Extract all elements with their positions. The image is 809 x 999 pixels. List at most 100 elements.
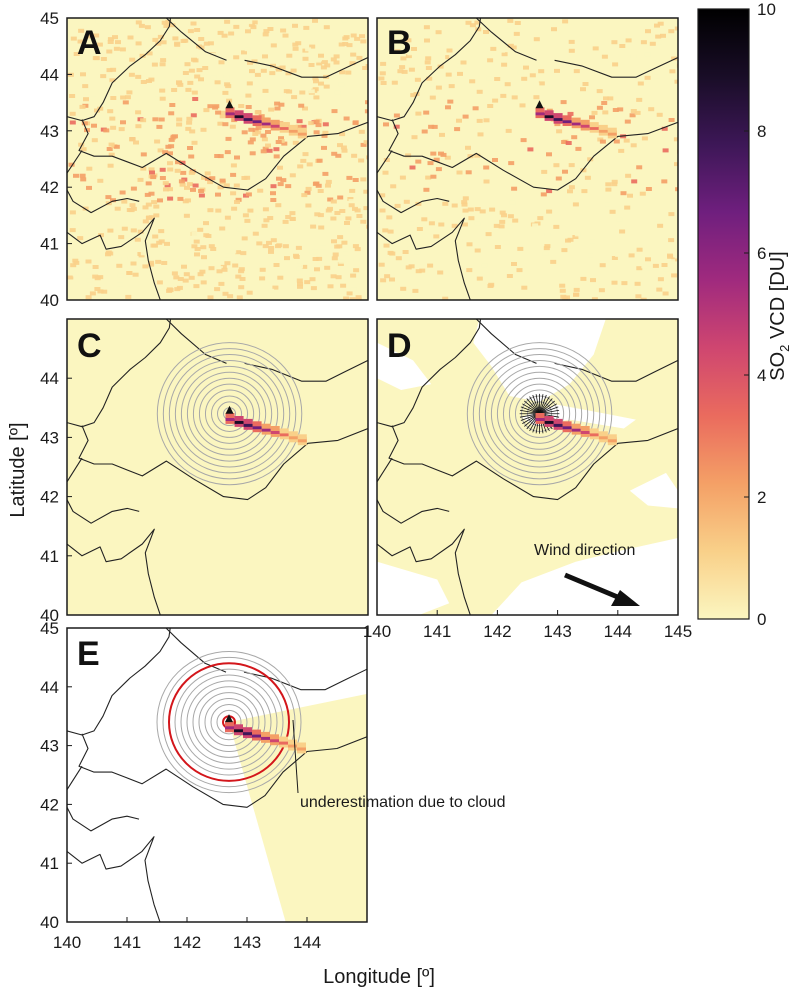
noise-pixel <box>198 37 205 41</box>
noise-pixel <box>567 111 574 116</box>
y-tick-label: 40 <box>40 913 59 932</box>
noise-pixel <box>675 187 678 192</box>
noise-pixel <box>217 185 224 190</box>
noise-pixel <box>395 256 402 261</box>
noise-pixel <box>266 240 272 245</box>
noise-pixel <box>533 82 540 87</box>
noise-pixel <box>275 203 282 208</box>
ring <box>484 359 595 468</box>
noise-pixel <box>262 88 269 93</box>
noise-pixel <box>657 223 664 228</box>
noise-pixel <box>625 173 632 178</box>
noise-pixel <box>235 250 241 255</box>
coastline <box>554 57 678 78</box>
plume-pixel <box>598 434 608 440</box>
noise-pixel <box>203 108 210 113</box>
noise-pixel <box>279 65 286 70</box>
plume-pixel <box>234 110 244 116</box>
noise-pixel <box>465 145 471 150</box>
plume-pixel <box>261 429 271 435</box>
noise-pixel <box>184 185 190 190</box>
plume-pixel <box>270 426 280 431</box>
noise-pixel <box>378 262 385 267</box>
coastline <box>377 150 393 174</box>
noise-pixel <box>159 96 166 101</box>
noise-pixel <box>167 151 173 156</box>
noise-pixel <box>611 256 618 260</box>
noise-pixel <box>321 133 328 138</box>
coastline <box>78 733 367 808</box>
noise-pixel <box>309 277 316 282</box>
plume-pixel <box>243 733 252 739</box>
noise-pixel <box>234 200 240 204</box>
coastline <box>67 807 140 832</box>
noise-pixel <box>255 130 262 135</box>
coastline <box>165 628 227 673</box>
noise-pixel <box>368 236 374 240</box>
noise-pixel <box>582 82 589 86</box>
wind-direction-arrow <box>564 572 640 606</box>
noise-pixel <box>338 82 345 87</box>
y-ticks-c: 40 41 42 43 44 <box>40 369 72 625</box>
noise-pixel <box>460 60 467 65</box>
noise-pixel <box>230 172 237 177</box>
noise-pixel <box>360 219 367 224</box>
noise-pixel <box>169 103 176 107</box>
plume-pixel <box>288 739 297 745</box>
noise-pixel <box>353 268 360 273</box>
noise-pixel <box>148 260 154 265</box>
plume-pixel <box>607 130 617 136</box>
noise-pixel <box>324 63 331 68</box>
noise-pixel <box>112 35 118 40</box>
noise-pixel <box>339 70 346 75</box>
noise-pixel <box>325 183 331 188</box>
noise-pixel <box>380 81 387 85</box>
panel-c: C <box>66 318 369 616</box>
noise-pixel <box>341 240 348 245</box>
noise-pixel <box>89 291 96 296</box>
noise-pixel <box>193 284 200 289</box>
noise-pixel <box>463 297 469 300</box>
plume-pixel <box>270 429 280 434</box>
y-tick-label: 43 <box>40 122 59 141</box>
noise-pixel <box>196 219 203 224</box>
noise-pixel <box>649 41 656 46</box>
noise-pixel <box>194 74 201 79</box>
noise-pixel <box>313 119 320 124</box>
noise-pixel <box>573 69 580 74</box>
spoke <box>539 396 550 414</box>
noise-pixel <box>461 222 468 227</box>
noise-pixel <box>110 67 117 72</box>
plume-pixel <box>225 110 235 116</box>
noise-pixel <box>190 113 197 118</box>
plume-pixel <box>243 118 253 124</box>
noise-pixel <box>156 124 163 129</box>
noise-pixel <box>116 263 123 268</box>
noise-pixel <box>433 234 440 239</box>
plume-pixel <box>288 434 298 440</box>
noise-pixel <box>559 283 566 288</box>
noise-pixel <box>483 30 489 34</box>
noise-pixel <box>260 68 267 73</box>
noise-pixel <box>340 283 347 288</box>
noise-pixel <box>289 211 296 216</box>
noise-pixel <box>599 252 606 257</box>
noise-pixel <box>263 218 270 223</box>
coastline <box>554 359 678 382</box>
noise-pixel <box>312 76 319 81</box>
noise-pixel <box>661 126 668 131</box>
noise-pixel <box>225 253 231 258</box>
noise-pixel <box>137 252 144 256</box>
noise-pixel <box>587 253 594 258</box>
noise-pixel <box>246 20 253 25</box>
noise-pixel <box>256 241 263 246</box>
noise-pixel <box>331 151 338 156</box>
noise-pixel <box>475 27 482 32</box>
noise-pixel <box>421 129 428 134</box>
coastline <box>67 18 172 122</box>
noise-pixel <box>592 46 599 51</box>
noise-pixel <box>308 121 315 126</box>
noise-pixel <box>416 227 423 231</box>
spoke <box>539 403 557 415</box>
